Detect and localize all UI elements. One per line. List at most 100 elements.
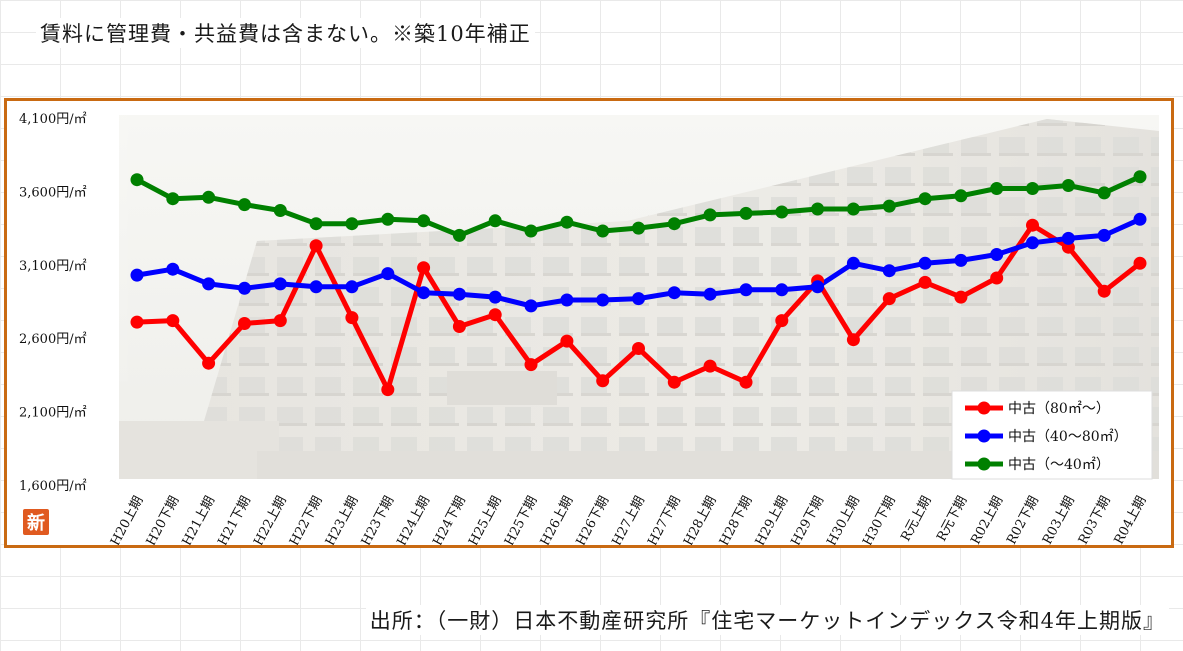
series-point-1 [667,286,681,300]
series-point-2 [775,205,789,219]
series-point-0 [166,314,180,328]
series-point-0 [667,375,681,389]
series-point-0 [488,308,502,322]
series-point-1 [381,267,395,281]
series-point-0 [1133,256,1147,270]
legend-marker [977,401,991,415]
x-tick-label: H23下期 [359,494,398,545]
series-point-0 [202,356,216,370]
x-tick-label: R03上期 [1040,494,1078,545]
series-point-0 [1026,218,1039,232]
x-tick-label: H20上期 [108,494,147,545]
series-point-2 [452,228,466,242]
y-tick-label: 3,600円/㎡ [19,185,87,200]
series-point-1 [273,277,287,291]
series-point-0 [990,271,1004,285]
series-point-1 [238,281,251,295]
series-point-2 [488,214,502,228]
legend-label: 中古（～40㎡） [1008,457,1110,473]
chart-frame: 1,600円/㎡ 2,100円/㎡ 2,600円/㎡ 3,100円/㎡ 3,600円/㎡… [4,98,1174,548]
x-tick-label: R元上期 [898,494,934,544]
series-point-1 [166,262,180,276]
series-point-0 [345,311,359,325]
series-point-0 [273,314,287,328]
x-tick-label: H26上期 [538,494,577,545]
x-tick-label: H22下期 [287,494,326,545]
series-point-1 [1133,212,1147,226]
logo-text: 新 [27,512,45,534]
x-tick-label: H25上期 [466,494,505,545]
series-point-1 [1061,231,1075,245]
legend: 中古（80㎡～） 中古（40～80㎡） 中古（～40㎡） [951,390,1153,480]
x-tick-label: H27下期 [645,494,684,545]
series-point-2 [918,192,932,206]
logo-square [23,509,49,535]
series-point-2 [166,192,180,206]
x-axis: H20上期H20下期H21上期H21下期H22上期H22下期H23上期H23下期… [108,494,1150,549]
series-point-0 [381,383,395,397]
series-point-1 [990,248,1004,261]
series-point-1 [488,290,502,304]
legend-marker [977,457,991,471]
series-point-0 [1097,284,1111,298]
series-point-2 [882,199,896,213]
series-point-2 [560,215,574,229]
series-point-1 [811,280,825,294]
x-tick-label: H21上期 [180,494,219,545]
series-point-1 [524,299,538,313]
series-point-2 [739,206,753,220]
series-point-0 [954,290,968,304]
series-point-2 [667,217,681,231]
series-point-1 [703,287,717,301]
series-points [130,170,1147,397]
series-point-1 [202,277,216,291]
series-point-2 [1061,179,1075,192]
x-tick-label: H28上期 [681,494,720,545]
series-point-0 [596,374,610,388]
series-point-2 [273,204,287,217]
series-point-1 [1097,228,1111,242]
series-point-2 [1133,170,1147,184]
series-point-1 [309,280,323,294]
series-point-0 [775,314,789,328]
x-tick-label: H27上期 [609,494,648,545]
series-point-0 [452,320,466,333]
series-point-1 [417,286,431,300]
x-tick-label: H23上期 [323,494,362,545]
rent-trend-chart: 1,600円/㎡ 2,100円/㎡ 2,600円/㎡ 3,100円/㎡ 3,600円/㎡… [19,112,1159,549]
x-tick-label: H30下期 [860,494,899,545]
x-tick-label: H29下期 [789,494,828,545]
series-point-0 [739,375,753,389]
series-point-0 [524,358,538,372]
series-point-0 [309,239,323,253]
series-point-1 [846,256,860,270]
series-point-1 [632,292,645,306]
x-tick-label: H30上期 [824,494,863,545]
series-point-2 [846,202,860,216]
series-point-0 [846,333,860,347]
series-point-2 [1097,186,1111,200]
series-point-1 [596,293,610,307]
series-point-0 [560,334,574,348]
series-point-2 [309,217,323,231]
x-tick-label: R02下期 [1004,494,1042,545]
x-tick-label: H20下期 [144,494,183,545]
series-point-2 [703,208,717,222]
x-tick-label: R04上期 [1112,494,1150,545]
x-tick-label: H25下期 [502,494,541,545]
series-point-2 [202,190,216,204]
chart-note: 賃料に管理費・共益費は含まない。※築10年補正 [36,18,535,48]
series-point-2 [381,212,395,226]
x-tick-label: H28下期 [717,494,756,545]
series-point-2 [345,217,359,231]
series-point-1 [1026,236,1039,250]
series-point-2 [1026,182,1039,195]
series-point-2 [811,202,825,216]
x-tick-label: H21下期 [215,494,254,545]
x-tick-label: R元下期 [934,494,970,544]
series-point-0 [130,315,144,329]
logo-badge: 新 [23,509,49,535]
series-point-0 [882,292,896,306]
series-point-2 [417,214,431,228]
y-tick-label: 4,100円/㎡ [19,112,87,127]
